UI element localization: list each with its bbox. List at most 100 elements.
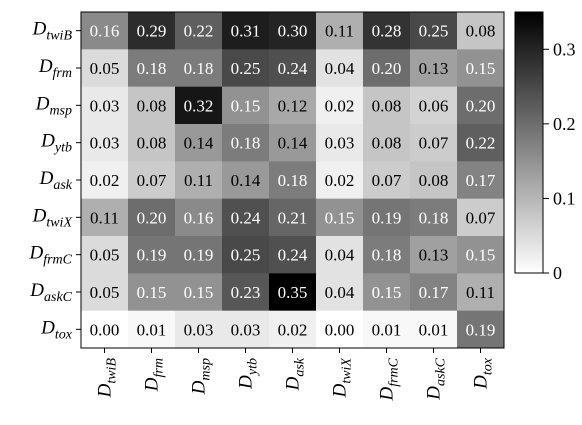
heatmap-cell	[457, 310, 505, 349]
cell-value-label: 0.15	[372, 283, 402, 302]
cell-value-label: 0.24	[278, 246, 308, 265]
cell-value-label: 0.19	[184, 246, 214, 265]
heatmap-cell	[316, 86, 364, 125]
cell-value-label: 0.11	[325, 22, 354, 41]
cell-value-label: 0.04	[325, 59, 355, 78]
cell-value-label: 0.25	[231, 59, 261, 78]
cell-value-label: 0.12	[278, 96, 308, 115]
heatmap-cell	[81, 49, 129, 88]
row-label: Dfrm	[38, 56, 72, 81]
heatmap-cell	[269, 124, 317, 162]
cell-value-label: 0.17	[419, 283, 449, 302]
cell-value-label: 0.04	[325, 246, 355, 265]
row-label: Dask	[39, 168, 73, 193]
cell-value-label: 0.15	[231, 96, 261, 115]
heatmap-cell	[128, 124, 176, 162]
cell-value-label: 0.29	[137, 22, 167, 41]
heatmap-cell	[316, 124, 364, 162]
heatmap-cell	[175, 236, 223, 274]
column-label: Dmsp	[189, 358, 214, 395]
cell-value-label: 0.24	[278, 59, 308, 78]
heatmap-cell	[269, 273, 317, 312]
cell-value-label: 0.07	[419, 134, 449, 153]
cell-value-label: 0.01	[137, 320, 167, 339]
heatmap-cell	[222, 49, 270, 88]
heatmap-cell	[175, 273, 223, 312]
heatmap-cell	[269, 236, 317, 274]
heatmap-cell	[410, 86, 458, 125]
column-label: Dytb	[236, 358, 261, 390]
heatmap-cell	[410, 49, 458, 88]
heatmap-cell	[316, 12, 364, 50]
heatmap-cell	[175, 310, 223, 349]
column-labels: DtwiB Dfrm Dmsp Dytb Dask DtwiX DfrmC DaskC Dtox	[95, 348, 496, 402]
cell-value-label: 0.03	[325, 134, 355, 153]
heatmap-cell	[175, 124, 223, 162]
heatmap-cell	[175, 49, 223, 88]
cell-value-label: 0.19	[137, 246, 167, 265]
heatmap-cell	[410, 236, 458, 274]
heatmap-cell	[128, 198, 176, 237]
heatmap-cell	[128, 49, 176, 88]
heatmap-cell	[175, 161, 223, 200]
cell-value-label: 0.35	[278, 283, 308, 302]
heatmap-cell	[222, 273, 270, 312]
cell-value-label: 0.14	[231, 171, 261, 190]
cell-value-label: 0.16	[90, 22, 120, 41]
colorbar-tick-label: 0	[553, 263, 562, 283]
heatmap-cell	[316, 198, 364, 237]
cell-value-label: 0.25	[231, 246, 261, 265]
heatmap-cell	[222, 12, 270, 50]
heatmap-cell	[363, 124, 411, 162]
cell-value-label: 0.18	[419, 208, 449, 227]
cell-value-label: 0.17	[466, 171, 496, 190]
cell-value-label: 0.07	[466, 208, 496, 227]
cell-value-label: 0.32	[184, 96, 214, 115]
colorbar-tick-label: 0.1	[553, 188, 576, 208]
cell-value-label: 0.18	[278, 171, 308, 190]
cell-value-label: 0.03	[90, 96, 120, 115]
heatmap-cell	[128, 310, 176, 349]
heatmap-cell	[175, 86, 223, 125]
heatmap-cell	[222, 310, 270, 349]
row-label: DaskC	[29, 280, 72, 305]
heatmap-cell	[316, 161, 364, 200]
heatmap-cell	[222, 198, 270, 237]
cell-value-label: 0.21	[278, 208, 308, 227]
colorbar-tick-label: 0.3	[553, 39, 576, 59]
heatmap-cell	[222, 124, 270, 162]
heatmap-cell	[175, 12, 223, 50]
heatmap-cell	[81, 310, 129, 349]
row-label: Dmsp	[35, 93, 72, 118]
cell-value-label: 0.16	[184, 208, 214, 227]
cell-value-label: 0.25	[419, 22, 449, 41]
heatmap-cell	[269, 49, 317, 88]
heatmap-cells: 0.16 0.29 0.22 0.31 0.30 0.11 0.28 0.25 0.08 0.05…	[80, 11, 505, 349]
colorbar: 0 0.1 0.2 0.3	[514, 11, 576, 283]
cell-value-label: 0.11	[184, 171, 213, 190]
heatmap-cell	[222, 161, 270, 200]
cell-value-label: 0.22	[184, 22, 214, 41]
cell-value-label: 0.05	[90, 246, 120, 265]
column-label: DtwiB	[95, 358, 120, 399]
cell-value-label: 0.05	[90, 283, 120, 302]
cell-value-label: 0.14	[278, 134, 308, 153]
heatmap-cell	[316, 310, 364, 349]
cell-value-label: 0.19	[466, 320, 496, 339]
cell-value-label: 0.11	[90, 208, 119, 227]
row-label: DfrmC	[28, 243, 72, 268]
cell-value-label: 0.13	[419, 246, 449, 265]
heatmap-cell	[269, 161, 317, 200]
heatmap-cell	[363, 49, 411, 88]
heatmap-cell	[128, 273, 176, 312]
cell-value-label: 0.02	[90, 171, 120, 190]
cell-value-label: 0.23	[231, 283, 261, 302]
cell-value-label: 0.13	[419, 59, 449, 78]
heatmap-cell	[410, 124, 458, 162]
row-label: DtwiB	[32, 19, 73, 44]
cell-value-label: 0.11	[466, 283, 495, 302]
cell-value-label: 0.15	[325, 208, 355, 227]
cell-value-label: 0.01	[372, 320, 402, 339]
cell-value-label: 0.07	[372, 171, 402, 190]
